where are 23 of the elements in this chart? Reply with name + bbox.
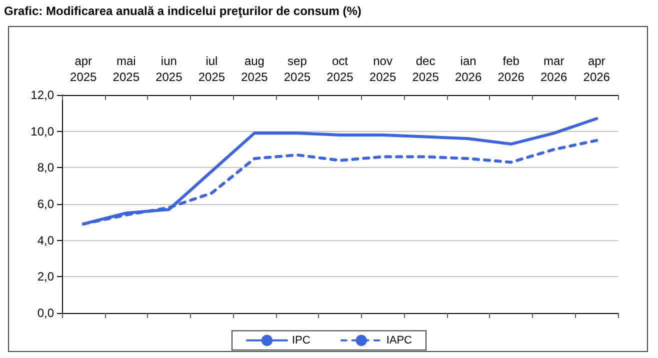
- x-tick-label: aug 2025: [241, 54, 268, 84]
- y-tick-label: 0,0: [37, 306, 54, 320]
- y-tick-label: 4,0: [37, 233, 54, 248]
- y-tick-label: 12,0: [30, 88, 54, 102]
- y-tick-label: 8,0: [37, 160, 54, 175]
- x-tick-label: apr 2026: [583, 54, 610, 84]
- x-tick-label: iun 2025: [156, 54, 183, 84]
- x-tick-label: sep 2025: [284, 54, 311, 84]
- y-tick-label: 10,0: [30, 124, 54, 138]
- x-tick-label: nov 2025: [369, 54, 396, 84]
- y-tick-label: 6,0: [37, 197, 54, 211]
- legend-label: IPC: [292, 334, 310, 346]
- chart-title: Grafic: Modificarea anuală a indicelui preţurilor de consum (%): [4, 4, 362, 18]
- x-tick-label: ian 2026: [454, 54, 482, 84]
- x-tick-label: feb 2026: [498, 54, 525, 84]
- x-tick-label: oct 2025: [326, 54, 354, 84]
- legend-label: IAPC: [386, 334, 412, 346]
- y-tick-label: 2,0: [37, 270, 54, 284]
- x-tick-label: apr 2025: [70, 54, 98, 84]
- x-tick-label: dec 2025: [412, 54, 440, 84]
- x-tick-label: mai 2025: [112, 54, 140, 84]
- x-tick-label: iul 2025: [198, 54, 226, 84]
- x-tick-label: mar 2026: [540, 54, 568, 84]
